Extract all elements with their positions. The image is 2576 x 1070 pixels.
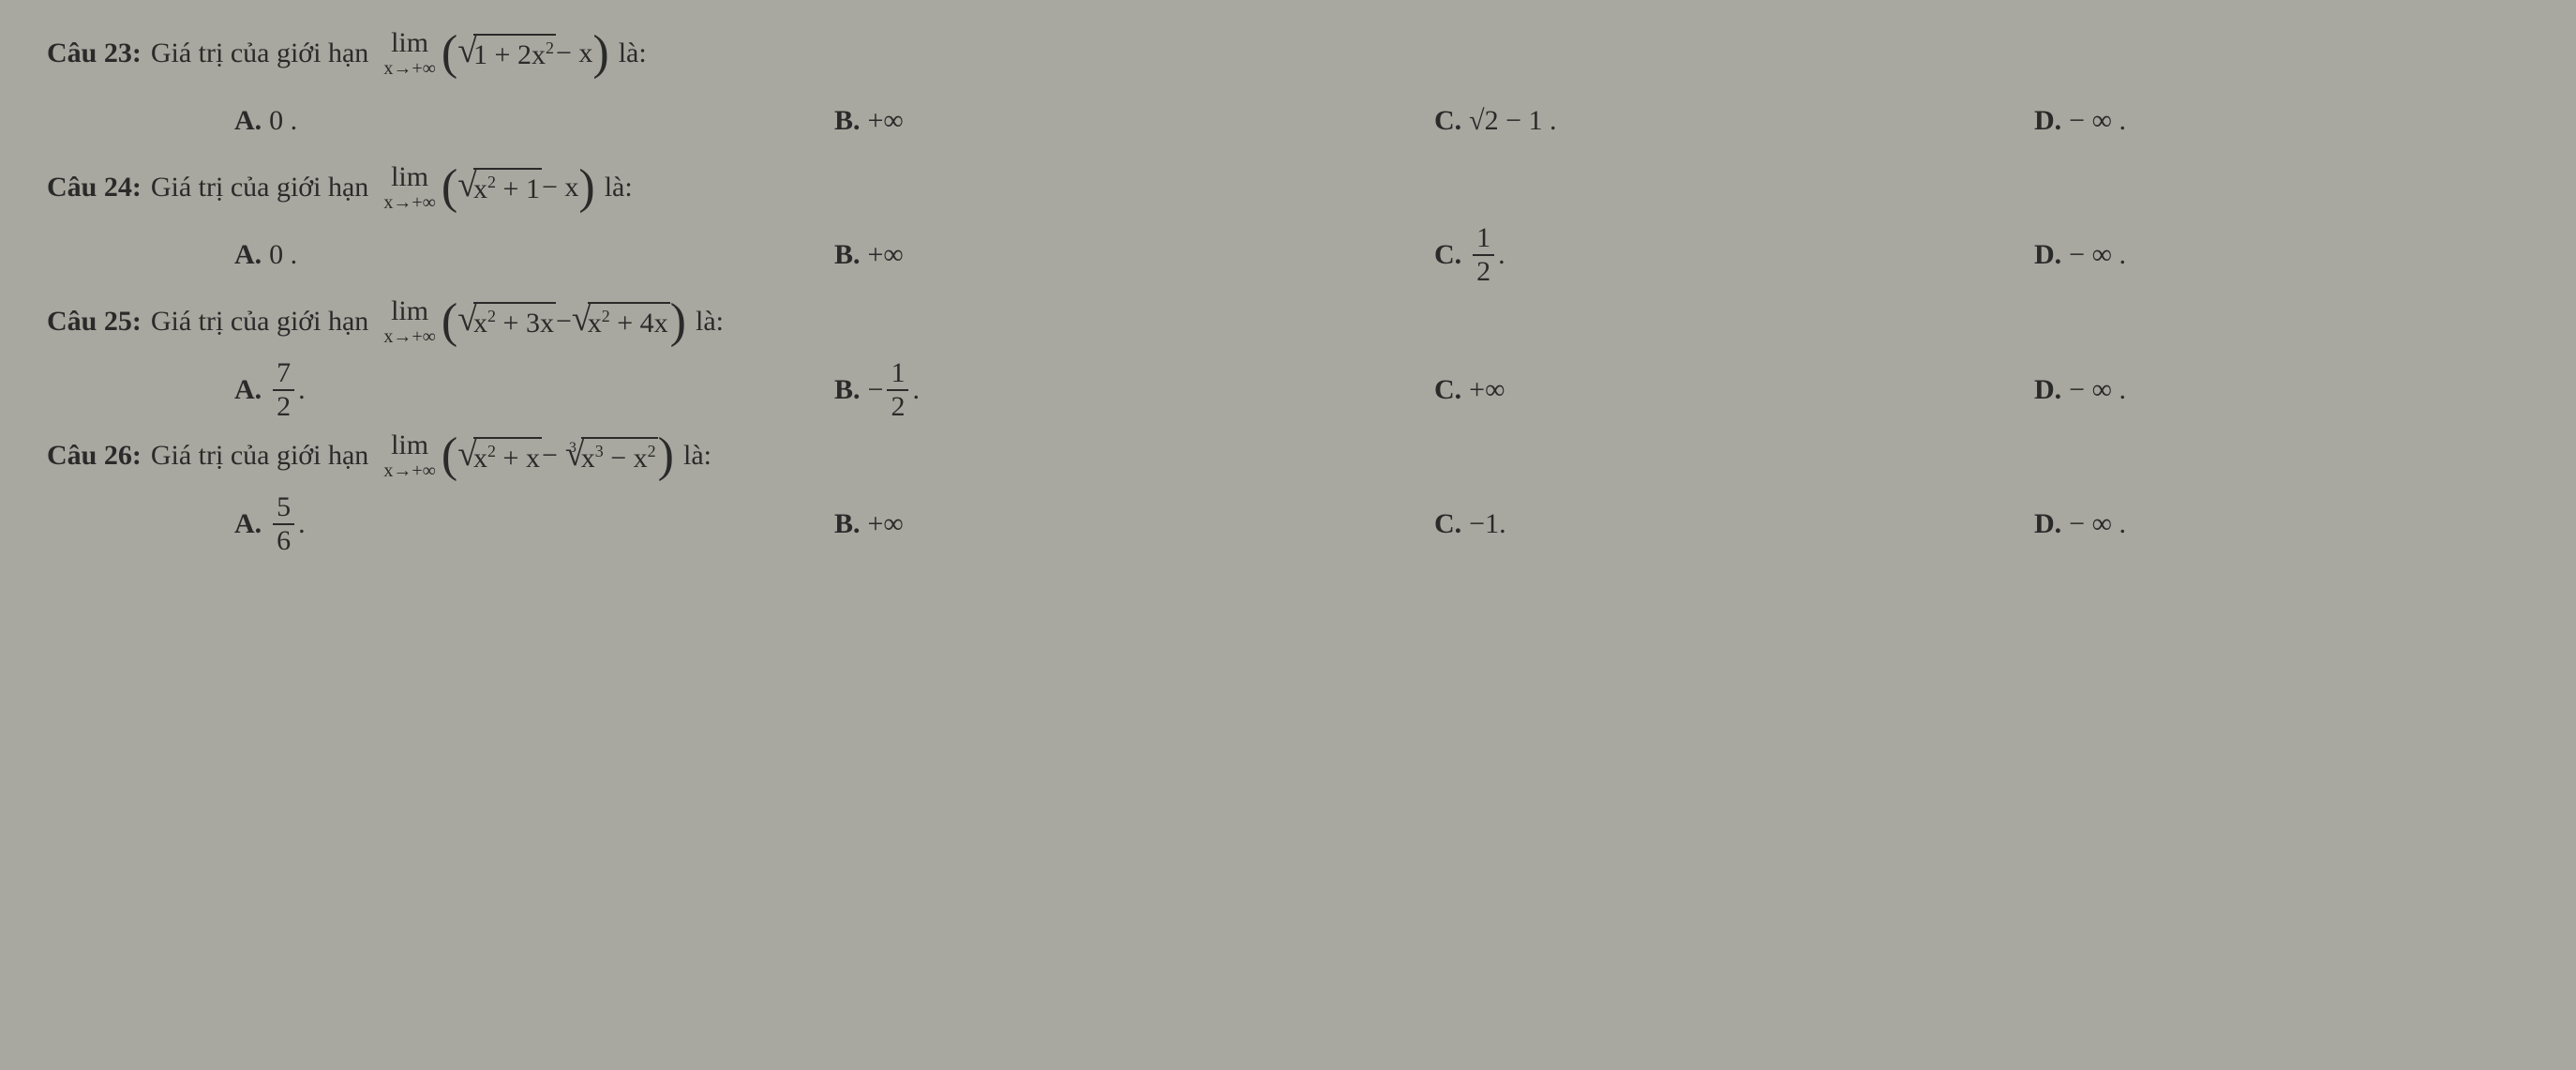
open-paren: ( xyxy=(442,168,457,207)
question-25: Câu 25: Giá trị của giới hạn lim x→+∞ ( … xyxy=(47,296,2529,425)
sqrt-icon: √ x2 + 4x xyxy=(572,296,670,346)
choice-b: B. − 1 2 . xyxy=(834,359,1434,421)
fraction: 1 2 xyxy=(1473,224,1494,286)
stem-suffix: là: xyxy=(683,436,711,475)
stem-prefix: Giá trị của giới hạn xyxy=(151,302,368,341)
question-stem: Câu 26: Giá trị của giới hạn lim x→+∞ ( … xyxy=(47,431,2529,481)
close-paren: ) xyxy=(658,436,674,475)
open-paren: ( xyxy=(442,34,457,73)
choices-row: A. 0 . B. +∞ C. 1 2 . D. − ∞ . xyxy=(47,219,2529,291)
choice-c: C. +∞ xyxy=(1434,370,2034,410)
stem-suffix: là: xyxy=(605,168,633,207)
stem-prefix: Giá trị của giới hạn xyxy=(151,34,368,73)
limit-icon: lim x→+∞ xyxy=(383,297,436,346)
stem-suffix: là: xyxy=(696,302,724,341)
choice-c: C. √2 − 1 . xyxy=(1434,101,2034,141)
question-26: Câu 26: Giá trị của giới hạn lim x→+∞ ( … xyxy=(47,431,2529,560)
choice-b: B. +∞ xyxy=(834,101,1434,141)
choices-row: A. 7 2 . B. − 1 2 . C. +∞ D. − ∞ . xyxy=(47,354,2529,426)
open-paren: ( xyxy=(442,302,457,341)
close-paren: ) xyxy=(670,302,686,341)
choices-row: A. 0 . B. +∞ C. √2 − 1 . D. − ∞ . xyxy=(47,85,2529,157)
choice-b: B. +∞ xyxy=(834,505,1434,544)
choices-row: A. 5 6 . B. +∞ C. −1. D. − ∞ . xyxy=(47,489,2529,560)
limit-expression: lim x→+∞ ( √ x2 + 1 − x ) xyxy=(378,162,594,212)
stem-suffix: là: xyxy=(619,34,647,73)
question-label: Câu 26: xyxy=(47,436,142,475)
question-label: Câu 25: xyxy=(47,302,142,341)
cuberoot-icon: 3 √ x3 − x2 xyxy=(558,431,658,481)
fraction: 1 2 xyxy=(887,359,908,421)
open-paren: ( xyxy=(442,436,457,475)
question-stem: Câu 25: Giá trị của giới hạn lim x→+∞ ( … xyxy=(47,296,2529,346)
choice-a: A. 7 2 . xyxy=(234,359,834,421)
close-paren: ) xyxy=(592,34,608,73)
sqrt-icon: √ x2 + 3x xyxy=(457,296,556,346)
limit-expression: lim x→+∞ ( √ 1 + 2x2 − x ) xyxy=(378,28,608,78)
choice-c: C. −1. xyxy=(1434,505,2034,544)
fraction: 7 2 xyxy=(273,359,294,421)
choice-c: C. 1 2 . xyxy=(1434,224,2034,286)
limit-expression: lim x→+∞ ( √ x2 + x − 3 √ x3 − x2 ) xyxy=(378,431,674,481)
choice-d: D. − ∞ . xyxy=(2034,505,2409,544)
close-paren: ) xyxy=(578,168,594,207)
question-stem: Câu 23: Giá trị của giới hạn lim x→+∞ ( … xyxy=(47,28,2529,78)
question-23: Câu 23: Giá trị của giới hạn lim x→+∞ ( … xyxy=(47,28,2529,157)
limit-icon: lim x→+∞ xyxy=(383,29,436,78)
question-24: Câu 24: Giá trị của giới hạn lim x→+∞ ( … xyxy=(47,162,2529,291)
choice-a: A. 0 . xyxy=(234,235,834,275)
stem-prefix: Giá trị của giới hạn xyxy=(151,436,368,475)
fraction: 5 6 xyxy=(273,493,294,555)
question-stem: Câu 24: Giá trị của giới hạn lim x→+∞ ( … xyxy=(47,162,2529,212)
stem-prefix: Giá trị của giới hạn xyxy=(151,168,368,207)
choice-d: D. − ∞ . xyxy=(2034,101,2409,141)
question-label: Câu 23: xyxy=(47,34,142,73)
question-label: Câu 24: xyxy=(47,168,142,207)
sqrt-icon: √ x2 + x xyxy=(457,431,542,481)
choice-a: A. 5 6 . xyxy=(234,493,834,555)
limit-icon: lim x→+∞ xyxy=(383,431,436,480)
choice-d: D. − ∞ . xyxy=(2034,235,2409,275)
sqrt-icon: √ x2 + 1 xyxy=(457,162,542,212)
limit-icon: lim x→+∞ xyxy=(383,163,436,212)
sqrt-icon: √ 1 + 2x2 xyxy=(457,28,556,78)
limit-expression: lim x→+∞ ( √ x2 + 3x − √ x2 + 4x ) xyxy=(378,296,686,346)
choice-d: D. − ∞ . xyxy=(2034,370,2409,410)
choice-b: B. +∞ xyxy=(834,235,1434,275)
choice-a: A. 0 . xyxy=(234,101,834,141)
